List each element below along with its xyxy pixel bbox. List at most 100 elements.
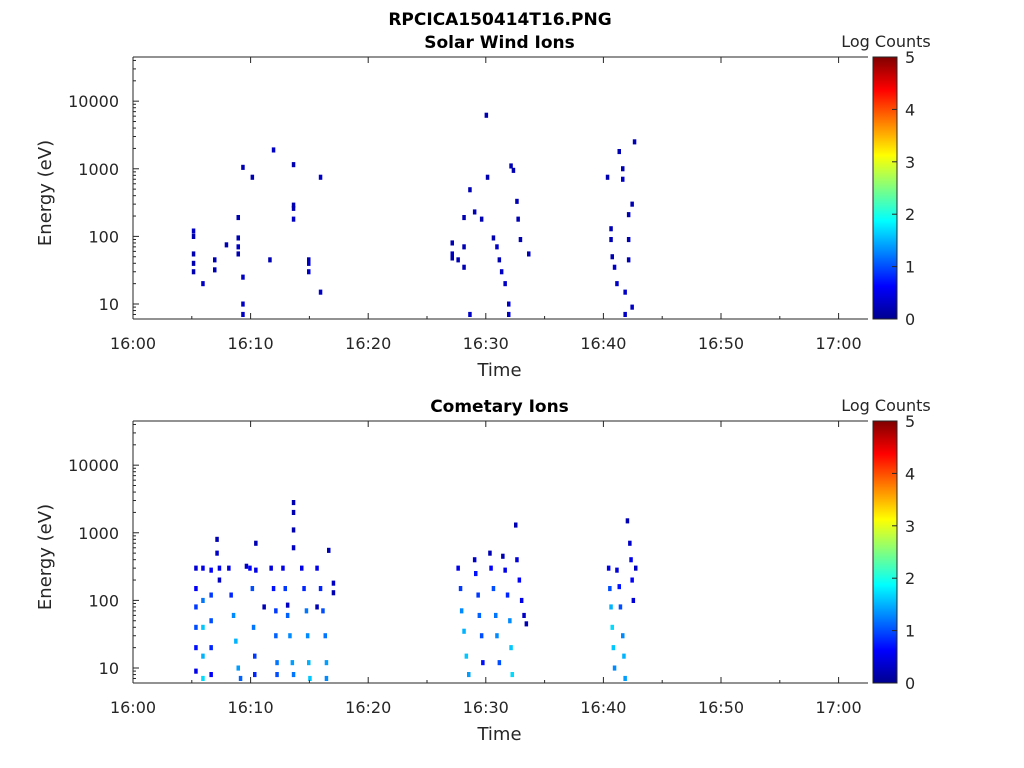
spectrogram-cell: [215, 550, 219, 556]
x-tick-label: 16:00: [110, 698, 156, 717]
spectrogram-cell: [331, 590, 336, 596]
spectrogram-cell: [194, 586, 198, 592]
spectrogram-cell: [201, 597, 205, 603]
spectrogram-cell: [462, 628, 466, 634]
spectrogram-cell: [217, 577, 222, 583]
spectrogram-cell: [517, 577, 522, 583]
spectrogram-cell: [618, 604, 623, 610]
spectrogram-cell: [236, 244, 240, 250]
y-tick-label: 10000: [68, 456, 119, 475]
spectrogram-cell: [191, 233, 196, 239]
spectrogram-cells: [191, 112, 637, 317]
spectrogram-cell: [464, 653, 469, 659]
spectrogram-cell: [459, 608, 464, 614]
spectrogram-cell: [630, 304, 634, 310]
colorbar-tick-label: 4: [905, 100, 915, 119]
spectrogram-cell: [621, 176, 625, 182]
spectrogram-cell: [229, 592, 233, 598]
spectrogram-cell: [491, 235, 496, 241]
spectrogram-cell: [622, 653, 626, 659]
y-tick-label: 100: [88, 591, 119, 610]
spectrogram-cell: [462, 215, 466, 221]
spectrogram-cell: [612, 665, 617, 671]
y-tick-label: 10: [99, 659, 119, 678]
spectrogram-cell: [213, 267, 217, 273]
colorbar-tick-label: 1: [905, 622, 915, 641]
spectrogram-cell: [209, 672, 213, 678]
spectrogram-cell: [630, 201, 634, 207]
spectrogram-cell: [609, 604, 613, 610]
spectrogram-cell: [291, 672, 296, 678]
spectrogram-cell: [194, 645, 198, 651]
spectrogram-cell: [324, 675, 329, 681]
spectrogram-cell: [209, 592, 213, 598]
plot-area: [133, 421, 868, 683]
y-axis-label: Energy (eV): [35, 504, 56, 610]
spectrogram-cell: [501, 553, 505, 559]
spectrogram-cell: [291, 500, 296, 506]
spectrogram-cell: [515, 198, 519, 204]
spectrogram-cell: [479, 216, 484, 222]
spectrogram-cell: [194, 565, 198, 571]
spectrogram-cell: [505, 592, 510, 598]
y-tick-label: 10000: [68, 92, 119, 111]
spectrogram-cell: [215, 536, 219, 542]
spectrogram-cell: [201, 624, 205, 630]
spectrogram-cell: [617, 584, 621, 590]
colorbar-tick-label: 2: [905, 205, 915, 224]
spectrogram-cell: [236, 235, 240, 241]
spectrogram-cell: [626, 257, 631, 263]
spectrogram-cell: [253, 653, 257, 659]
spectrogram-cell: [467, 672, 471, 678]
spectrogram-cell: [275, 660, 279, 666]
spectrogram-cell: [250, 586, 255, 592]
spectrogram-cell: [305, 633, 310, 639]
spectrogram-cell: [194, 668, 198, 674]
colorbar-label: Log Counts: [841, 396, 931, 415]
spectrogram-cell: [507, 301, 511, 307]
spectrogram-cell: [495, 633, 499, 639]
spectrogram-cell: [234, 638, 238, 644]
spectrogram-cell: [468, 311, 472, 317]
spectrogram-cell: [632, 139, 637, 145]
spectrogram-cell: [191, 251, 196, 257]
spectrogram-cell: [608, 586, 612, 592]
solar-wind-ions-panel: 16:00 16:10 16:20 16:30 16:40 16:50 17:0010100…: [35, 32, 931, 381]
spectrogram-cell: [615, 567, 619, 573]
spectrogram-cell: [304, 608, 309, 614]
x-tick-label: 16:40: [580, 698, 626, 717]
cometary-ions-panel: 16:00 16:10 16:20 16:30 16:40 16:50 17:0010100…: [35, 396, 931, 745]
spectrogram-cell: [241, 311, 245, 317]
spectrogram-cell: [494, 612, 498, 618]
spectrogram-cell: [285, 602, 290, 608]
x-tick-label: 16:00: [110, 334, 156, 353]
spectrogram-cell: [472, 557, 477, 563]
spectrogram-cell: [623, 289, 627, 295]
spectrogram-cell: [269, 565, 273, 571]
colorbar-tick-label: 3: [905, 517, 915, 536]
spectrogram-cell: [321, 608, 325, 614]
spectrogram-cell: [606, 565, 611, 571]
spectrogram-cell: [522, 612, 526, 618]
spectrogram-cell: [623, 675, 627, 681]
spectrogram-cell: [503, 567, 507, 573]
spectrogram-cell: [307, 660, 311, 666]
spectrogram-cell: [625, 518, 630, 524]
spectrogram-cell: [274, 608, 278, 614]
spectrogram-cell: [485, 174, 490, 180]
spectrogram-cell: [331, 580, 336, 586]
spectrogram-cell: [291, 509, 296, 515]
spectrogram-cell: [302, 586, 306, 592]
x-tick-label: 16:10: [228, 698, 274, 717]
spectrogram-cell: [283, 586, 287, 592]
spectrogram-cell: [610, 624, 614, 630]
y-tick-label: 10: [99, 295, 119, 314]
spectrogram-cell: [275, 672, 279, 678]
spectrogram-cell: [507, 311, 511, 317]
spectrogram-cell: [262, 604, 266, 610]
spectrogram-cell: [456, 257, 460, 263]
y-tick-label: 100: [88, 227, 119, 246]
spectrogram-cell: [300, 565, 304, 571]
spectrogram-cell: [241, 301, 245, 307]
